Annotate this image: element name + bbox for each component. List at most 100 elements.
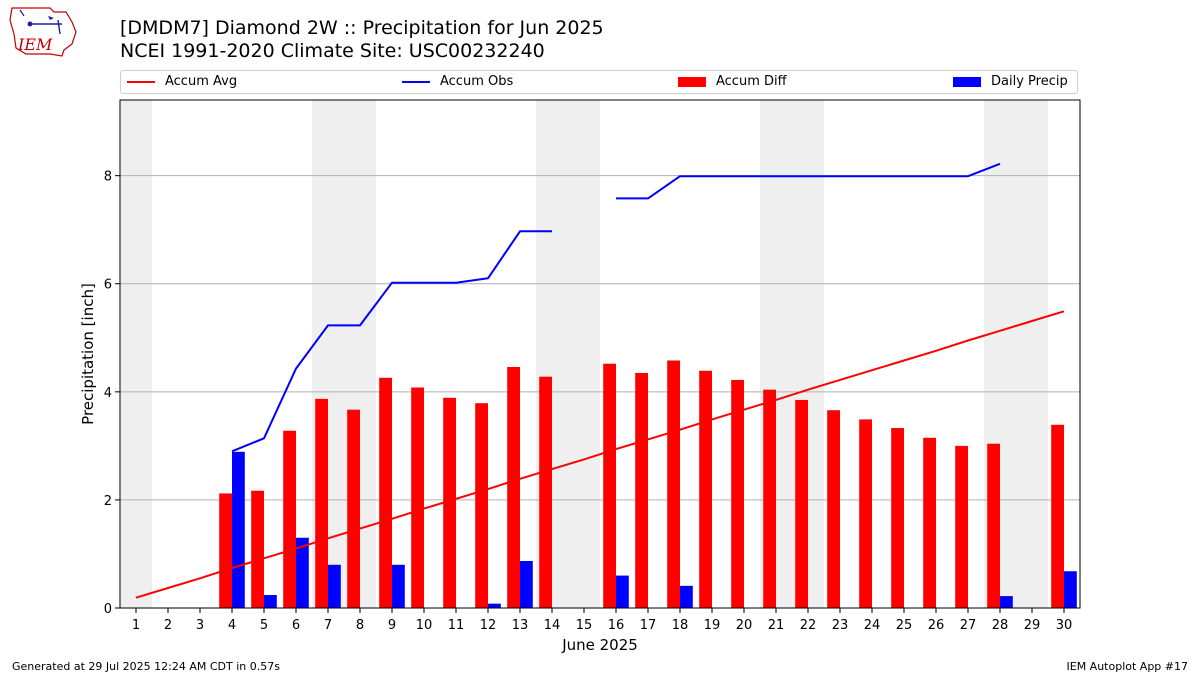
legend-swatch-daily-precip [953,76,981,87]
bar-daily-precip-30 [1064,571,1077,608]
logo-text: IEM [17,35,53,54]
bar-accum-diff-19 [699,370,712,608]
x-tick-label-22: 22 [800,618,817,633]
x-tick-label-6: 6 [292,618,300,633]
x-tick-label-24: 24 [864,618,881,633]
x-tick-label-8: 8 [356,618,364,633]
x-tick-label-14: 14 [544,618,561,633]
bar-accum-diff-18 [667,360,680,608]
bar-accum-diff-28 [987,443,1000,608]
legend-label-accum-obs: Accum Obs [440,74,514,89]
legend-entry-daily-precip: Daily Precip [953,74,1068,89]
x-tick-label-23: 23 [832,618,849,633]
plot-frame [119,99,1081,609]
x-tick-label-16: 16 [608,618,625,633]
bar-daily-precip-16 [616,575,629,608]
legend-swatch-accum-avg [127,80,155,83]
bar-accum-diff-13 [507,366,520,608]
bar-accum-diff-25 [891,428,904,608]
y-tick-label-2: 2 [104,494,112,509]
bar-accum-diff-30 [1051,424,1064,608]
bar-accum-diff-26 [923,437,936,608]
legend-label-accum-avg: Accum Avg [165,74,238,89]
bar-daily-precip-13 [520,560,533,608]
bar-daily-precip-7 [328,564,341,608]
shade-day-15 [568,100,600,608]
bar-accum-diff-14 [539,376,552,608]
x-tick-label-18: 18 [672,618,689,633]
bar-accum-diff-16 [603,363,616,608]
x-tick-label-9: 9 [388,618,396,633]
x-tick-label-19: 19 [704,618,721,633]
x-tick-label-25: 25 [896,618,913,633]
bar-accum-diff-7 [315,398,328,608]
legend-label-accum-diff: Accum Diff [716,74,787,89]
bar-accum-diff-4 [219,493,232,608]
legend: Accum Avg Accum Obs Accum Diff Daily Pre… [120,70,1078,94]
x-tick-label-17: 17 [640,618,657,633]
x-tick-label-26: 26 [928,618,945,633]
bar-accum-diff-22 [795,399,808,608]
lines [135,162,1065,599]
x-tick-label-30: 30 [1056,618,1073,633]
bar-accum-diff-9 [379,377,392,608]
y-tick-label-6: 6 [104,278,112,293]
x-tick-label-11: 11 [448,618,465,633]
x-axis-label: June 2025 [561,636,638,654]
bar-daily-precip-6 [296,537,309,608]
bar-accum-diff-6 [283,430,296,608]
bar-accum-diff-17 [635,372,648,608]
chart-subtitle: NCEI 1991-2020 Climate Site: USC00232240 [120,40,545,62]
x-tick-label-4: 4 [228,618,236,633]
legend-swatch-accum-diff [678,76,706,87]
x-tick-label-13: 13 [512,618,529,633]
x-tick-label-21: 21 [768,618,785,633]
bar-accum-diff-11 [443,397,456,608]
bar-accum-diff-27 [955,445,968,608]
chart-title: [DMDM7] Diamond 2W :: Precipitation for … [120,17,604,39]
bar-daily-precip-9 [392,564,405,608]
x-tick-label-1: 1 [132,618,140,633]
x-tick-label-10: 10 [416,618,433,633]
legend-entry-accum-obs: Accum Obs [402,74,513,89]
x-tick-label-12: 12 [480,618,497,633]
x-tick-label-20: 20 [736,618,753,633]
bar-accum-diff-12 [475,403,488,608]
bar-daily-precip-5 [264,595,277,608]
legend-entry-accum-avg: Accum Avg [127,74,237,89]
x-tick-label-28: 28 [992,618,1009,633]
bar-accum-diff-10 [411,387,424,608]
legend-label-daily-precip: Daily Precip [991,74,1068,89]
bar-daily-precip-4 [232,451,245,608]
y-axis-ticks: 0 2 4 6 8 [104,170,120,617]
bars [219,360,1077,608]
bar-accum-diff-23 [827,410,840,608]
line-accum-avg-segment-0 [135,310,1065,599]
shade-day-29 [1016,100,1048,608]
x-tick-label-15: 15 [576,618,593,633]
x-tick-label-5: 5 [260,618,268,633]
bar-accum-diff-21 [763,389,776,608]
bar-accum-diff-20 [731,379,744,608]
iem-logo: IEM [9,7,77,57]
bar-daily-precip-28 [1000,596,1013,608]
bar-daily-precip-18 [680,585,693,608]
x-tick-label-29: 29 [1024,618,1041,633]
bar-daily-precip-12 [488,603,501,608]
x-tick-label-27: 27 [960,618,977,633]
y-axis-label: Precipitation [inch] [79,283,97,425]
y-tick-label-8: 8 [104,170,112,185]
bar-accum-diff-24 [859,419,872,608]
footer-generated: Generated at 29 Jul 2025 12:24 AM CDT in… [12,660,280,673]
x-tick-label-3: 3 [196,618,204,633]
bar-accum-diff-8 [347,409,360,608]
line-accum-obs-segment-0 [231,230,552,453]
x-tick-label-2: 2 [164,618,172,633]
legend-swatch-accum-obs [402,80,430,83]
x-axis-ticks: 1 2 3 4 5 6 7 8 9 10 11 12 13 14 15 16 17 18 19 20 21 22 23 24 2… [132,608,1072,633]
y-tick-label-0: 0 [104,602,112,617]
line-accum-obs-segment-1 [616,162,1001,200]
footer-app: IEM Autoplot App #17 [1066,660,1189,673]
legend-entry-accum-diff: Accum Diff [678,74,787,89]
